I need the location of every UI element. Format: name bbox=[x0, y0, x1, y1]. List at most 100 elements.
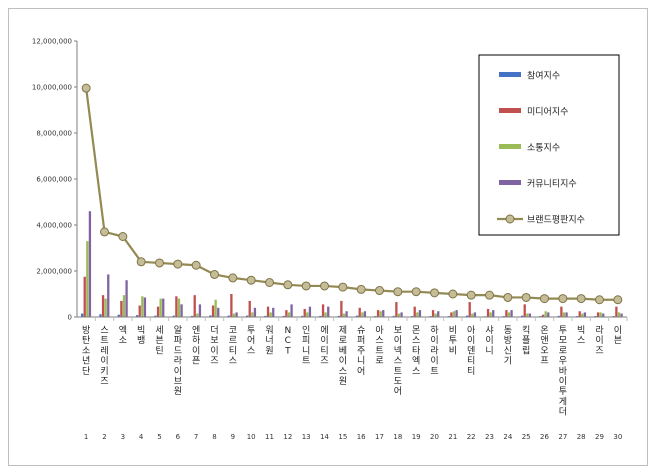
x-index-label: 22 bbox=[467, 433, 476, 441]
x-index-label: 26 bbox=[540, 433, 549, 441]
x-category-char: 엔 bbox=[192, 325, 200, 336]
x-category-char: 드 bbox=[174, 346, 182, 356]
x-category-char: 이 bbox=[394, 335, 402, 346]
x-category-char: 스 bbox=[375, 335, 383, 346]
bar bbox=[180, 304, 183, 317]
x-category-char: 앤 bbox=[540, 335, 548, 346]
x-category-char: 더 bbox=[210, 325, 218, 336]
bar bbox=[172, 315, 175, 317]
bar bbox=[141, 296, 144, 317]
x-category-char: 온 bbox=[540, 325, 548, 336]
x-index-label: 15 bbox=[338, 433, 347, 441]
x-category-char: 보 bbox=[394, 325, 402, 336]
bar bbox=[450, 312, 453, 317]
bar bbox=[361, 312, 364, 317]
x-index-label: 12 bbox=[283, 433, 292, 441]
x-category-char: 인 bbox=[302, 325, 310, 336]
bar bbox=[99, 314, 102, 317]
bar bbox=[83, 276, 86, 317]
x-category-char: 킥 bbox=[522, 324, 530, 336]
bar bbox=[196, 313, 199, 317]
bar bbox=[379, 311, 382, 317]
legend-label: 소통지수 bbox=[527, 143, 560, 154]
legend-swatch bbox=[499, 72, 521, 77]
bar bbox=[290, 304, 293, 317]
reputation-point bbox=[81, 83, 91, 93]
x-category-char: 샤 bbox=[485, 325, 493, 336]
bar bbox=[154, 315, 157, 317]
x-category-char: T bbox=[284, 346, 291, 356]
x-category-char: 트 bbox=[100, 336, 108, 346]
x-category-char: 아 bbox=[375, 325, 384, 336]
x-category-char: 레 bbox=[100, 345, 108, 356]
x-index-label: 27 bbox=[558, 433, 567, 441]
legend-swatch bbox=[499, 180, 521, 185]
bar bbox=[337, 315, 340, 317]
bar bbox=[300, 315, 304, 317]
x-category-char: 픈 bbox=[192, 356, 200, 367]
bar bbox=[565, 312, 568, 317]
x-index-label: 24 bbox=[503, 433, 512, 441]
legend-swatch bbox=[499, 108, 521, 113]
bar bbox=[345, 311, 348, 317]
x-category-char: 이 bbox=[485, 335, 493, 346]
bar bbox=[505, 310, 508, 317]
x-category-char: 아 bbox=[467, 325, 476, 336]
x-category-char: 이 bbox=[320, 335, 328, 346]
x-category-char: 투 bbox=[247, 325, 255, 336]
x-category-char: 라 bbox=[174, 356, 183, 367]
reputation-point bbox=[485, 290, 494, 300]
reputation-point bbox=[613, 295, 623, 305]
bar bbox=[437, 311, 440, 317]
bar bbox=[392, 315, 395, 317]
bar bbox=[583, 312, 587, 317]
x-category-char: 덴 bbox=[467, 345, 475, 356]
x-category-char: 이 bbox=[210, 345, 218, 356]
x-category-char: 피 bbox=[302, 335, 310, 346]
x-category-char: 엑 bbox=[412, 355, 420, 367]
bar bbox=[266, 306, 270, 317]
bar bbox=[156, 306, 160, 317]
bar bbox=[251, 312, 254, 317]
x-category-char: 신 bbox=[504, 345, 512, 356]
bar bbox=[581, 313, 584, 317]
x-index-label: 21 bbox=[448, 433, 457, 441]
x-category-char: 방 bbox=[504, 335, 512, 346]
x-category-char: 티 bbox=[467, 356, 475, 367]
x-category-char: 도 bbox=[394, 377, 402, 387]
x-category-char: 어 bbox=[247, 335, 255, 346]
bar-series bbox=[80, 211, 623, 317]
bar bbox=[376, 310, 380, 317]
x-category-char: 어 bbox=[394, 386, 402, 397]
x-index-label: 3 bbox=[121, 433, 125, 441]
x-category-char: 슈 bbox=[357, 325, 365, 336]
x-category-char: 립 bbox=[522, 345, 530, 356]
x-category-char: 이 bbox=[430, 356, 438, 367]
line-series bbox=[81, 83, 623, 305]
bar bbox=[321, 304, 325, 317]
x-category-char: 이 bbox=[595, 335, 603, 346]
legend-label: 미디어지수 bbox=[527, 107, 568, 118]
x-category-char: 세 bbox=[155, 325, 163, 336]
bar bbox=[177, 298, 181, 317]
x-category-char: 방 bbox=[82, 325, 90, 336]
bar bbox=[468, 302, 471, 317]
reputation-point bbox=[375, 286, 384, 296]
x-category-char: C bbox=[285, 336, 291, 346]
bar bbox=[520, 315, 524, 317]
bar bbox=[486, 308, 490, 317]
reputation-point bbox=[100, 227, 109, 237]
bar bbox=[211, 305, 215, 317]
x-category-char: 모 bbox=[559, 336, 567, 346]
x-category-char: 라 bbox=[595, 325, 604, 336]
bar bbox=[492, 310, 495, 317]
bar bbox=[602, 313, 605, 317]
bar bbox=[620, 313, 623, 317]
